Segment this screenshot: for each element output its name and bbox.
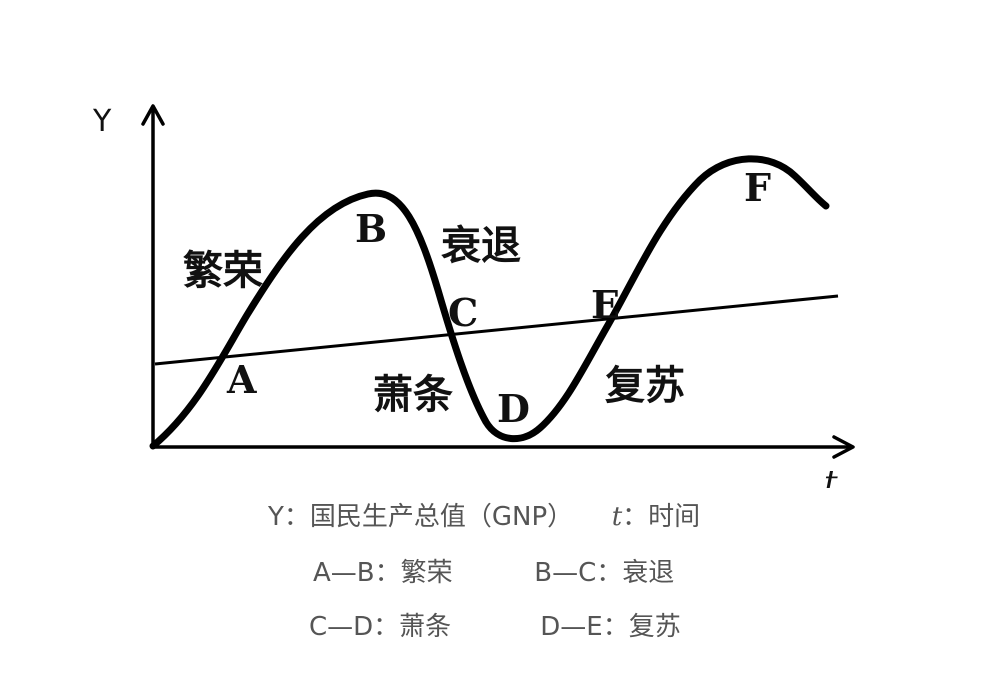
legend-row-definitions: Y：国民生产总值（GNP） t：时间 bbox=[268, 496, 700, 533]
point-label-d: D bbox=[497, 386, 530, 431]
point-label-e: E bbox=[591, 282, 620, 327]
legend-ab: A—B：繁荣 bbox=[313, 558, 453, 588]
t-axis-label: t bbox=[824, 463, 838, 488]
trend-line bbox=[154, 294, 839, 366]
legend-y-definition: Y：国民生产总值（GNP） bbox=[268, 502, 574, 532]
phase-label-recession: 衰退 bbox=[441, 223, 521, 269]
point-label-f: F bbox=[744, 165, 771, 210]
legend-row-cd-de: C—D：萧条 D—E：复苏 bbox=[309, 606, 681, 643]
phase-label-depression: 萧条 bbox=[373, 372, 453, 418]
legend-cd: C—D：萧条 bbox=[309, 612, 452, 642]
y-axis-label: Y bbox=[92, 104, 112, 139]
legend-t-definition: ：时间 bbox=[622, 502, 701, 532]
legend-t-symbol: t bbox=[611, 502, 623, 532]
business-cycle-curve bbox=[149, 155, 830, 450]
business-cycle-diagram: Y t A B C D E F 繁荣 衰退 萧条 复苏 bbox=[92, 104, 855, 488]
y-axis-arrow bbox=[141, 104, 165, 126]
phase-label-prosperity: 繁荣 bbox=[183, 248, 263, 294]
point-label-c: C bbox=[448, 290, 478, 335]
phase-label-recovery: 复苏 bbox=[605, 363, 685, 409]
x-axis-arrow bbox=[832, 435, 855, 459]
point-label-b: B bbox=[355, 206, 387, 251]
legend-de: D—E：复苏 bbox=[540, 612, 681, 642]
legend-row-ab-bc: A—B：繁荣 B—C：衰退 bbox=[313, 552, 674, 589]
legend-bc: B—C：衰退 bbox=[534, 558, 675, 588]
point-label-a: A bbox=[226, 357, 257, 402]
